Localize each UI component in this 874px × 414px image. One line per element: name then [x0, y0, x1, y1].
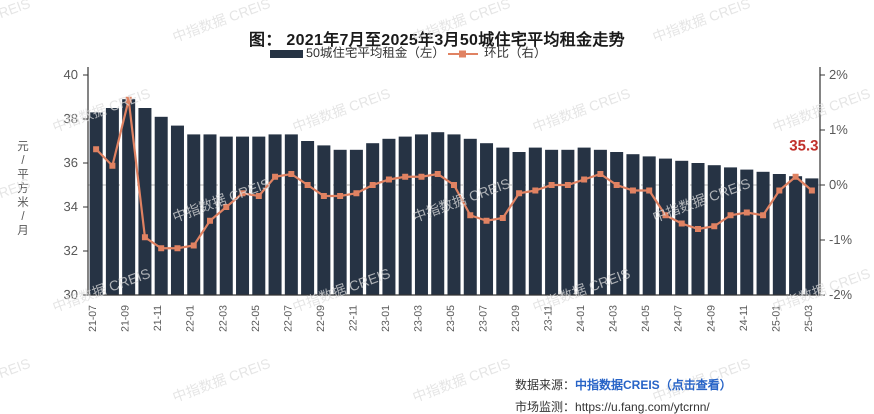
svg-text:21-07: 21-07 [87, 305, 99, 332]
svg-text:21-09: 21-09 [120, 305, 132, 332]
svg-text:22-03: 22-03 [217, 305, 229, 332]
svg-text:24-07: 24-07 [673, 305, 685, 332]
svg-text:22-01: 22-01 [185, 305, 197, 332]
svg-text:23-05: 23-05 [445, 305, 457, 332]
svg-text:22-05: 22-05 [250, 305, 262, 332]
svg-text:23-01: 23-01 [380, 305, 392, 332]
svg-text:24-09: 24-09 [705, 305, 717, 332]
svg-text:32: 32 [64, 243, 78, 258]
svg-text:22-11: 22-11 [347, 305, 359, 331]
svg-text:23-09: 23-09 [510, 305, 522, 332]
svg-text:22-07: 22-07 [282, 305, 294, 332]
svg-text:21-11: 21-11 [152, 305, 164, 331]
svg-text:40: 40 [64, 67, 78, 82]
svg-text:0%: 0% [829, 177, 848, 192]
svg-text:36: 36 [64, 155, 78, 170]
svg-text:23-07: 23-07 [478, 305, 490, 332]
svg-text:1%: 1% [829, 122, 848, 137]
svg-text:25-03: 25-03 [803, 305, 815, 332]
svg-text:24-11: 24-11 [738, 305, 750, 331]
svg-text:23-03: 23-03 [412, 305, 424, 332]
svg-text:2%: 2% [829, 67, 848, 82]
svg-text:-1%: -1% [829, 232, 853, 247]
svg-text:24-01: 24-01 [575, 305, 587, 332]
svg-text:24-05: 24-05 [640, 305, 652, 332]
svg-text:35.3: 35.3 [789, 137, 818, 154]
svg-text:24-03: 24-03 [608, 305, 620, 332]
svg-text:34: 34 [64, 199, 78, 214]
